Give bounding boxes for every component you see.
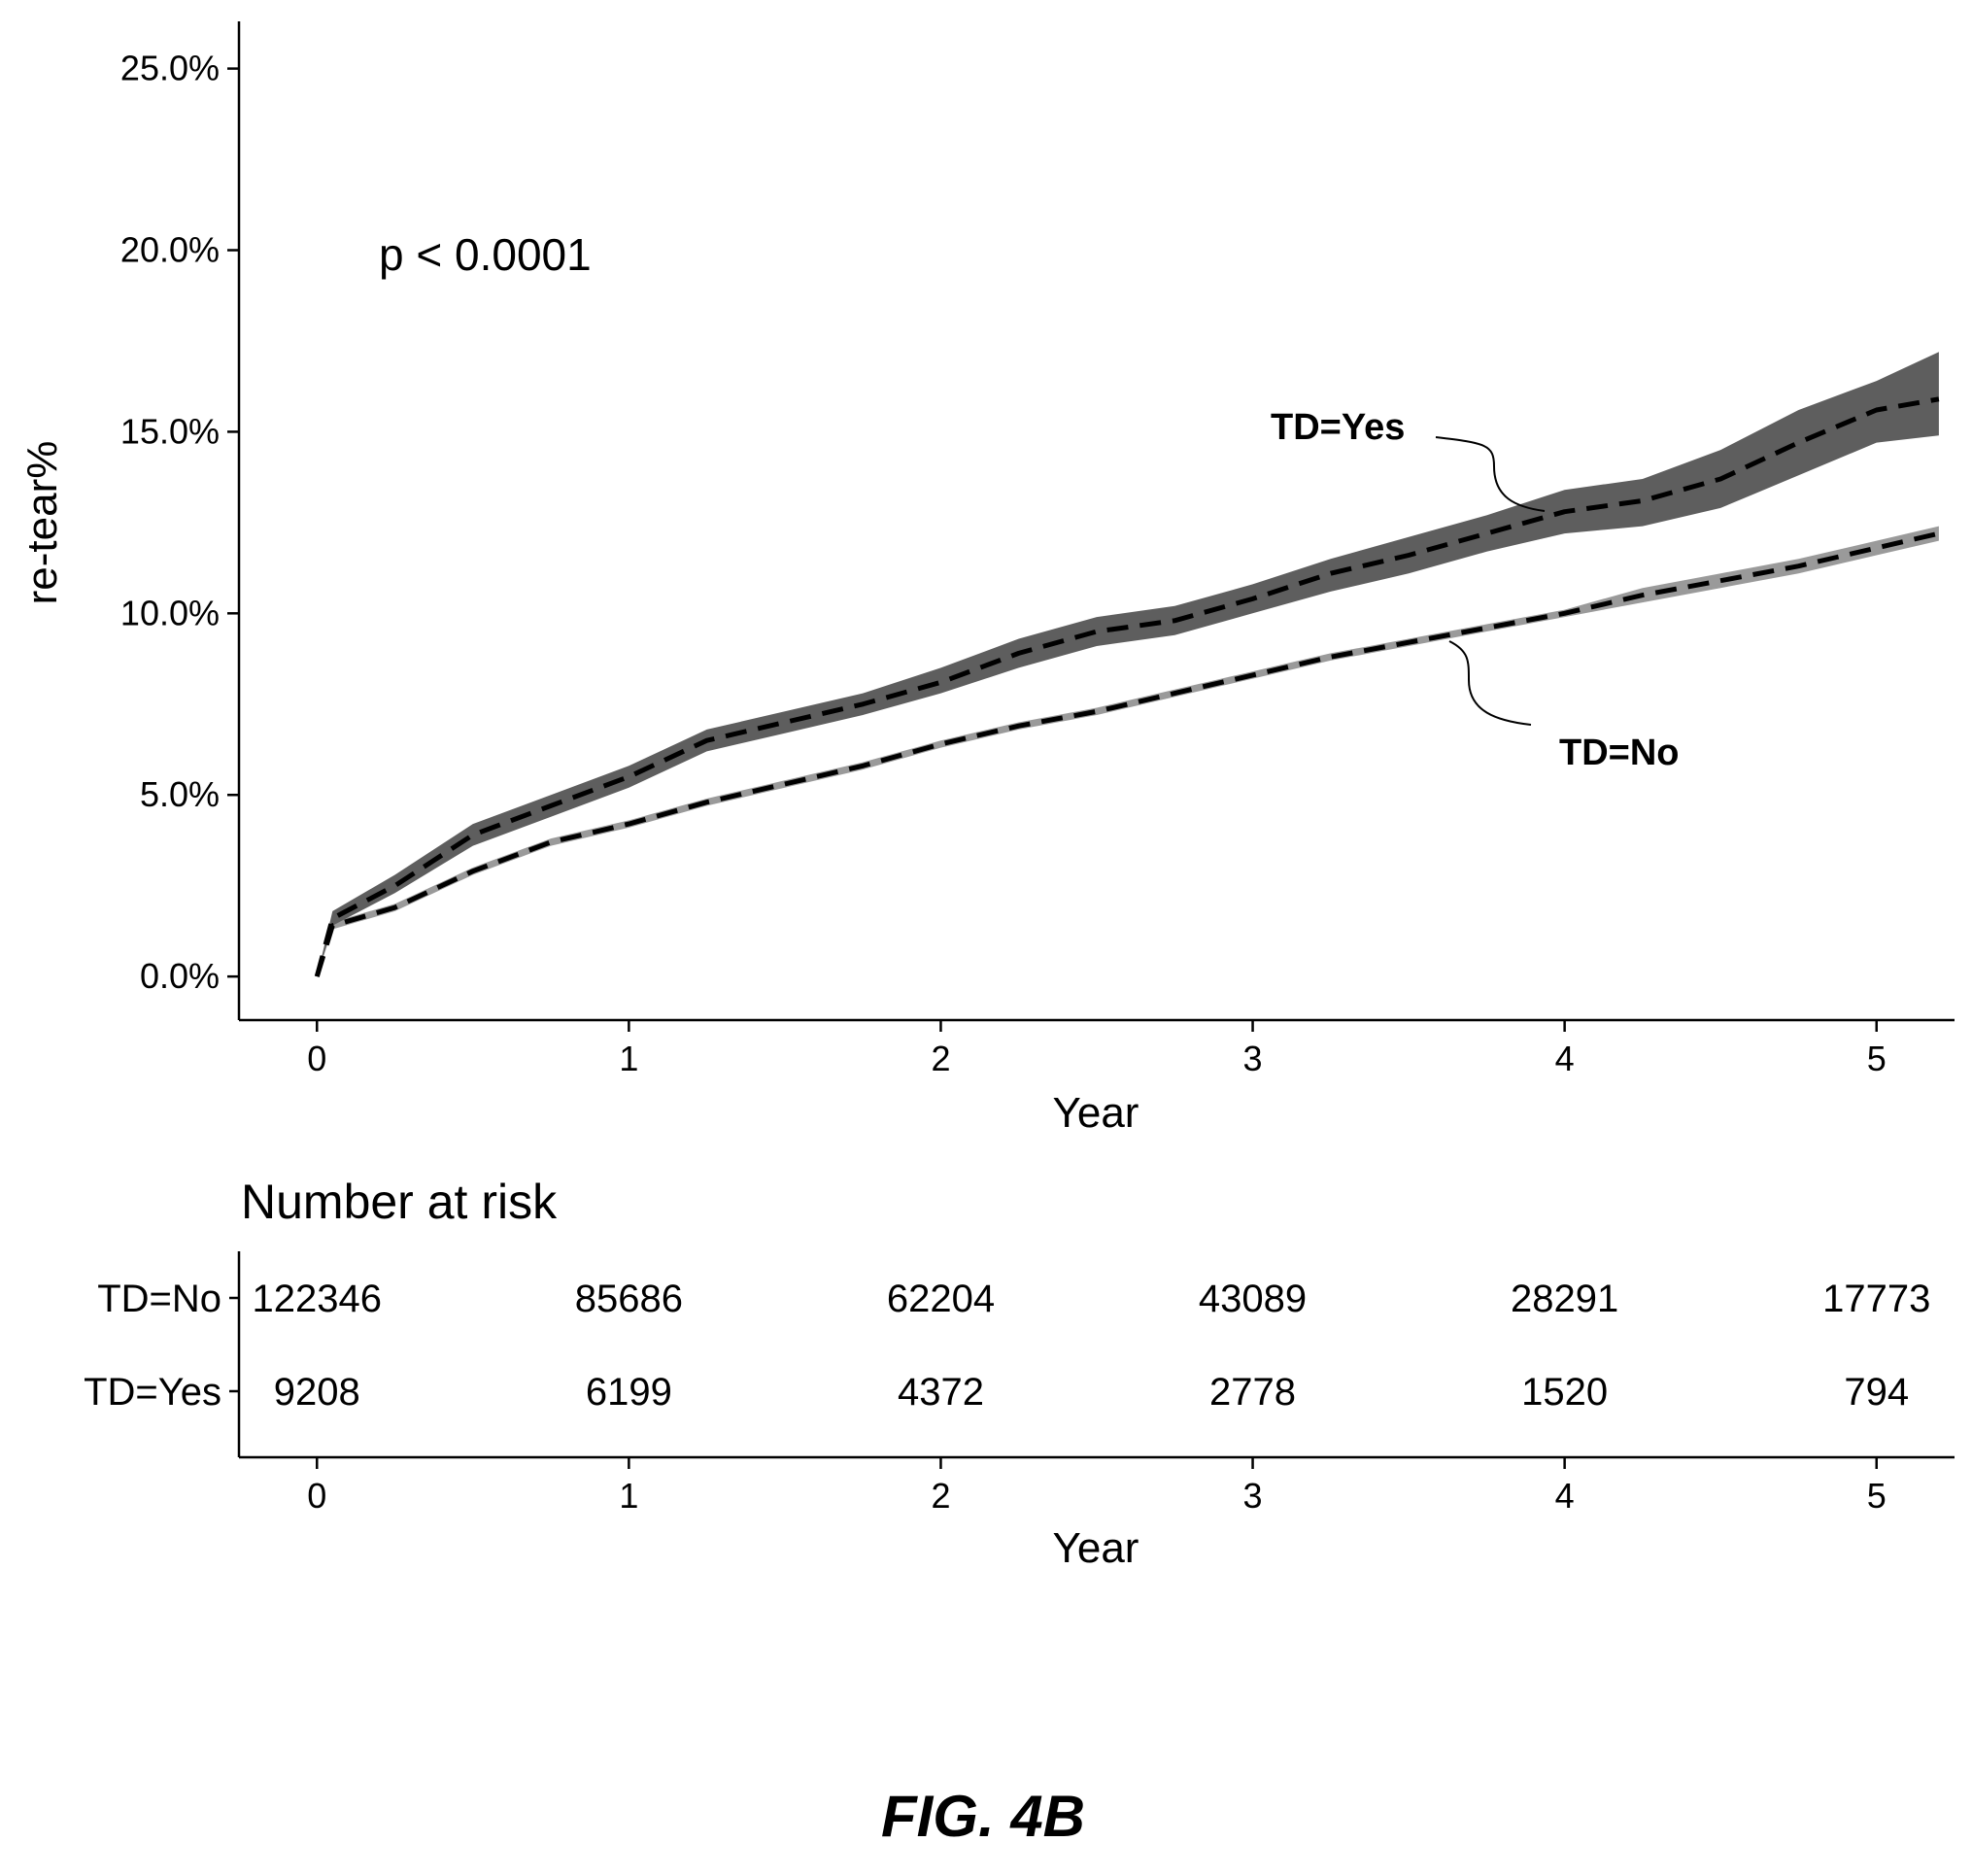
confidence-band-td-yes — [317, 352, 1939, 977]
figure-caption: FIG. 4B — [881, 1784, 1085, 1849]
risk-row-label: TD=Yes — [84, 1371, 221, 1414]
y-tick-label: 20.0% — [120, 230, 220, 270]
risk-table-rows: TD=No 122346 85686 62204 43089 28291 17773 TD=Y… — [84, 1278, 1930, 1414]
series-line-td-no — [314, 530, 1940, 977]
risk-table: Number at risk TD=No 122346 85686 62204 4308… — [84, 1175, 1955, 1572]
x-ticks: 0 1 2 3 4 5 — [307, 1020, 1887, 1078]
risk-cell: 62204 — [887, 1278, 995, 1320]
series-label-td-yes: TD=Yes — [1271, 407, 1405, 448]
x-tick-label: 3 — [1243, 1039, 1263, 1078]
x-axis-title: Year — [1053, 1089, 1139, 1137]
y-tick-label: 10.0% — [120, 593, 220, 632]
risk-cell: 794 — [1844, 1371, 1909, 1414]
risk-cell: 4372 — [898, 1371, 984, 1414]
risk-cell: 122346 — [253, 1278, 382, 1320]
y-tick-label: 0.0% — [140, 956, 220, 996]
risk-table-x-axis-title: Year — [1053, 1524, 1139, 1572]
x-tick-label: 2 — [931, 1039, 950, 1078]
risk-cell: 2778 — [1209, 1371, 1296, 1414]
risk-x-tick-label: 3 — [1243, 1476, 1263, 1516]
risk-x-tick-label: 1 — [619, 1476, 638, 1516]
y-tick-label: 15.0% — [120, 411, 220, 451]
y-tick-label: 5.0% — [140, 774, 220, 814]
risk-cell: 28291 — [1511, 1278, 1618, 1320]
risk-cell: 43089 — [1199, 1278, 1307, 1320]
risk-x-tick-label: 0 — [307, 1476, 326, 1516]
series-label-td-no: TD=No — [1559, 733, 1680, 773]
x-tick-label: 4 — [1555, 1039, 1575, 1078]
risk-table-x-ticks: 0 1 2 3 4 5 — [307, 1457, 1887, 1516]
confidence-band-td-no — [317, 526, 1939, 977]
risk-x-tick-label: 5 — [1867, 1476, 1887, 1516]
risk-row-label: TD=No — [97, 1278, 221, 1320]
x-tick-label: 5 — [1867, 1039, 1887, 1078]
x-tick-label: 1 — [619, 1039, 638, 1078]
risk-x-tick-label: 4 — [1555, 1476, 1575, 1516]
risk-cell: 85686 — [575, 1278, 683, 1320]
risk-x-tick-label: 2 — [931, 1476, 950, 1516]
series-line-td-yes — [314, 396, 1940, 977]
series-label-leader-td-yes — [1435, 436, 1546, 512]
risk-cell: 6199 — [586, 1371, 672, 1414]
series-lines — [314, 396, 1940, 977]
x-tick-label: 0 — [307, 1039, 326, 1078]
risk-cell: 1520 — [1521, 1371, 1608, 1414]
y-axis-title: re-tear% — [18, 441, 66, 605]
series-label-leader-td-no — [1448, 640, 1532, 726]
risk-table-title: Number at risk — [241, 1175, 558, 1229]
risk-cell: 17773 — [1822, 1278, 1930, 1320]
survival-plot: 0.0% 5.0% 10.0% 15.0% 20.0% 25.0% 0 1 2 3 4 5 re-t… — [18, 21, 1955, 1137]
confidence-bands — [317, 352, 1939, 977]
p-value-annotation: p < 0.0001 — [379, 229, 592, 280]
risk-cell: 9208 — [274, 1371, 360, 1414]
y-tick-label: 25.0% — [120, 49, 220, 88]
y-ticks: 0.0% 5.0% 10.0% 15.0% 20.0% 25.0% — [120, 49, 239, 996]
